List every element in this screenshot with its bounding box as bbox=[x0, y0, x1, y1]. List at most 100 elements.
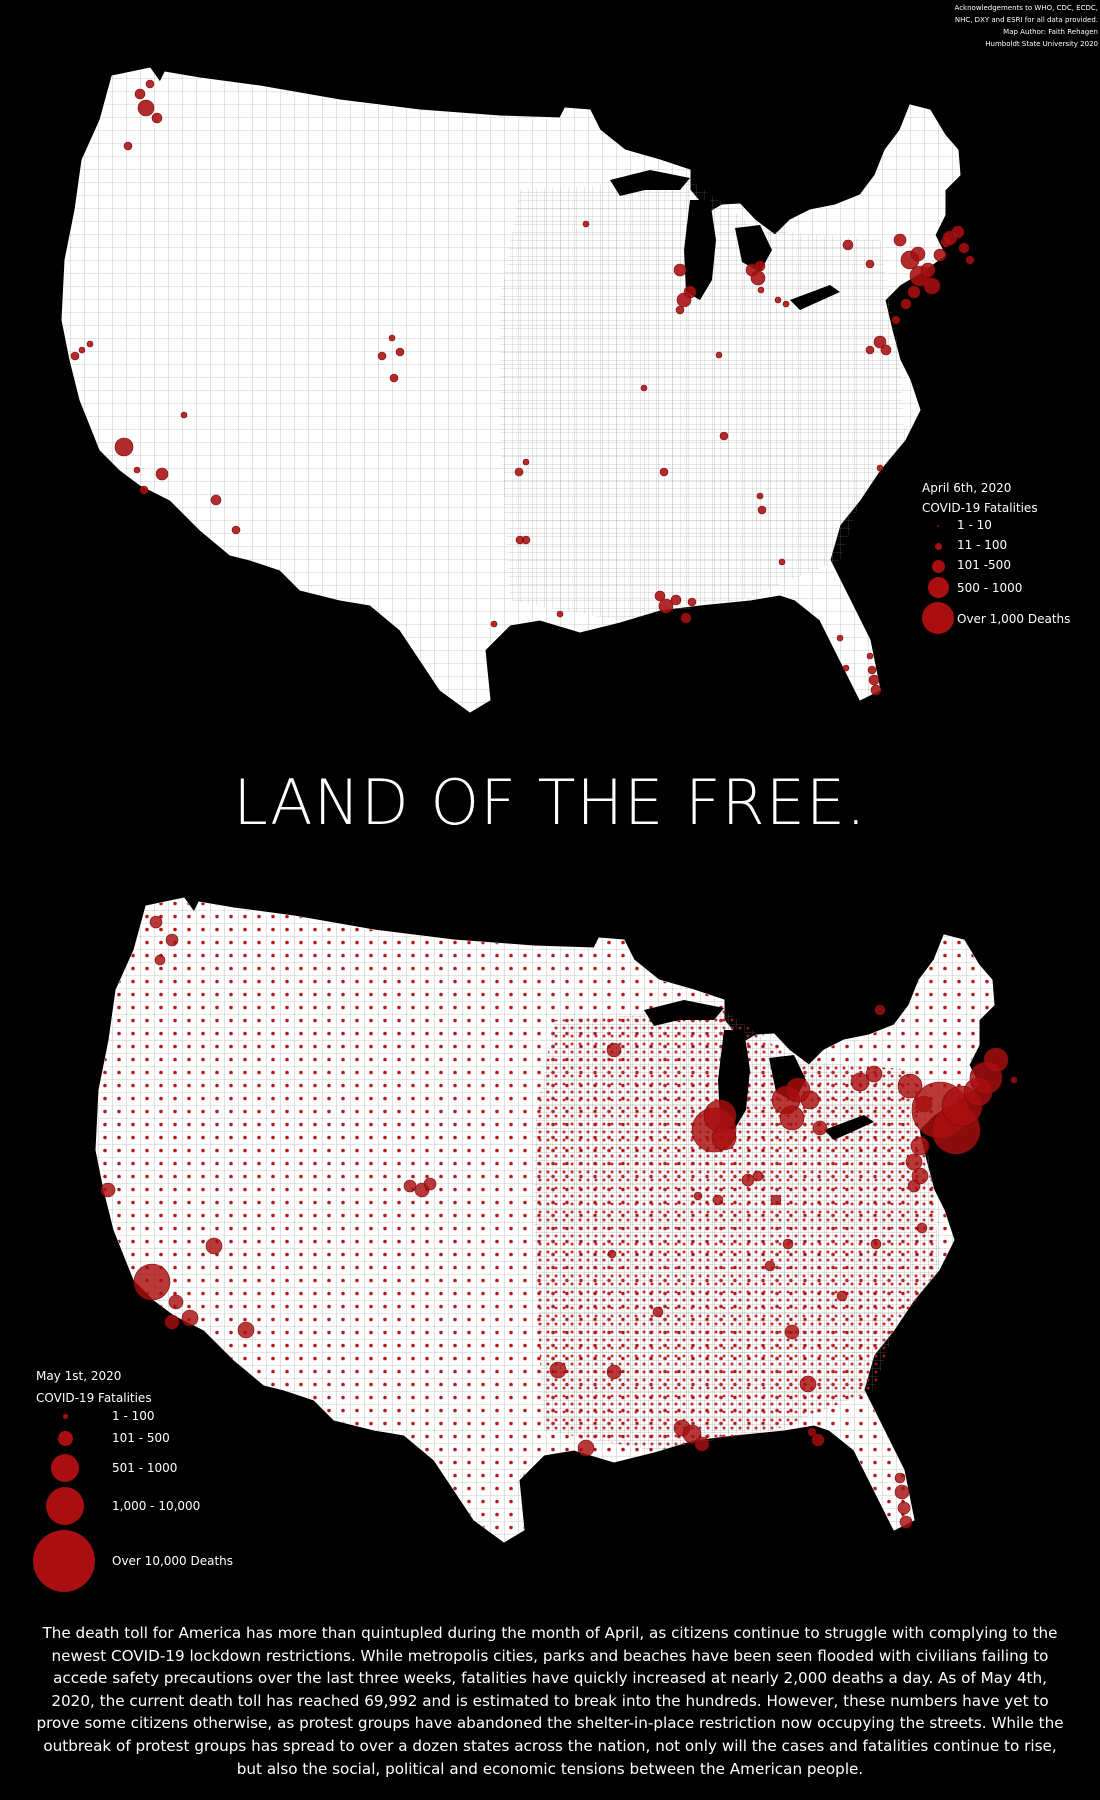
fatality-marker bbox=[133, 1263, 171, 1301]
may-fatality-map bbox=[95, 897, 1018, 1543]
fatality-marker bbox=[800, 1090, 820, 1110]
fatality-marker bbox=[693, 1191, 703, 1201]
fatality-marker bbox=[811, 1433, 825, 1447]
fatality-marker bbox=[133, 466, 141, 474]
legend-marker bbox=[51, 1454, 79, 1482]
fatality-marker bbox=[151, 112, 163, 124]
fatality-marker bbox=[607, 1249, 617, 1259]
legend-label: Over 10,000 Deaths bbox=[112, 1554, 234, 1568]
fatality-marker bbox=[490, 620, 498, 628]
fatality-marker bbox=[395, 347, 405, 357]
fatality-marker bbox=[673, 263, 687, 277]
fatality-marker bbox=[750, 270, 766, 286]
fatality-marker bbox=[764, 1260, 776, 1272]
fatality-marker bbox=[403, 1179, 417, 1193]
fatality-marker bbox=[865, 1065, 883, 1083]
fatality-marker bbox=[514, 467, 524, 477]
fatality-marker bbox=[154, 954, 166, 966]
us-land bbox=[61, 67, 961, 713]
description-paragraph: The death toll for America has more than… bbox=[36, 1624, 1064, 1778]
fatality-marker bbox=[123, 141, 133, 151]
fatality-marker bbox=[658, 598, 674, 614]
legend-title: COVID-19 Fatalities bbox=[922, 501, 1038, 515]
fatality-marker bbox=[900, 298, 912, 310]
fatality-marker bbox=[181, 1309, 199, 1327]
fatality-marker bbox=[139, 485, 149, 495]
fatality-marker bbox=[866, 652, 874, 660]
legend-item: 101 -500 bbox=[922, 556, 1092, 576]
fatality-marker bbox=[907, 1179, 921, 1193]
fatality-marker bbox=[652, 1306, 664, 1318]
april-fatality-map bbox=[61, 67, 975, 713]
credits: Acknowledgements to WHO, CDC, ECDC, NHC,… bbox=[858, 2, 1098, 50]
fatality-marker bbox=[779, 1105, 805, 1131]
legend-label: 11 - 100 bbox=[957, 538, 1008, 552]
fatality-marker bbox=[757, 505, 767, 515]
fatality-marker bbox=[165, 933, 179, 947]
fatality-marker bbox=[812, 1120, 828, 1136]
fatality-marker bbox=[389, 373, 399, 383]
legend-date: April 6th, 2020 bbox=[922, 481, 1012, 495]
fatality-marker bbox=[377, 351, 387, 361]
legend-label: 101 - 500 bbox=[112, 1431, 170, 1445]
fatality-marker bbox=[134, 88, 146, 100]
fatality-marker bbox=[388, 334, 396, 342]
may-fatality-markers bbox=[100, 915, 1018, 1529]
us-land bbox=[95, 897, 995, 1543]
fatality-marker bbox=[149, 915, 163, 929]
legend-label: 1 - 10 bbox=[957, 518, 992, 532]
legend-marker bbox=[932, 560, 945, 573]
fatality-marker bbox=[168, 1294, 184, 1310]
fatality-marker bbox=[897, 1073, 923, 1099]
legend-item: 1 - 100 bbox=[36, 1406, 256, 1428]
fatality-marker bbox=[807, 1427, 817, 1437]
fatality-marker bbox=[951, 225, 965, 239]
fatality-marker bbox=[640, 384, 648, 392]
fatality-marker bbox=[880, 344, 892, 356]
fatality-marker bbox=[920, 262, 936, 278]
legend-marker bbox=[928, 577, 949, 598]
fatality-marker bbox=[231, 525, 241, 535]
fatality-marker bbox=[606, 1364, 622, 1380]
fatality-marker bbox=[757, 286, 765, 294]
legend-item: 101 - 500 bbox=[36, 1428, 256, 1452]
fatality-marker bbox=[983, 1047, 1009, 1073]
fatality-marker bbox=[670, 594, 682, 606]
fatality-marker bbox=[842, 664, 850, 672]
fatality-marker bbox=[1010, 1076, 1018, 1084]
legend-marker bbox=[33, 1530, 95, 1592]
fatality-marker bbox=[155, 467, 169, 481]
fatality-marker bbox=[675, 305, 685, 315]
fatality-marker bbox=[850, 1072, 870, 1092]
fatality-marker bbox=[654, 590, 666, 602]
fatality-marker bbox=[907, 285, 921, 299]
fatality-marker bbox=[582, 220, 590, 228]
fatality-marker bbox=[78, 346, 86, 354]
fatality-marker bbox=[899, 1515, 913, 1529]
fatality-marker bbox=[911, 1167, 929, 1185]
credit-line: Map Author: Faith Rehagen bbox=[1003, 28, 1098, 36]
legend-label: 101 -500 bbox=[957, 558, 1011, 572]
fatality-marker bbox=[799, 1375, 817, 1393]
legend-item: Over 10,000 Deaths bbox=[33, 1528, 256, 1592]
fatality-marker bbox=[873, 335, 887, 349]
fatality-marker bbox=[70, 351, 80, 361]
legend-item: 501 - 1000 bbox=[36, 1452, 256, 1484]
lake-erie bbox=[790, 285, 840, 310]
fatality-marker bbox=[870, 684, 882, 696]
fatality-marker bbox=[682, 1424, 702, 1444]
fatality-marker bbox=[522, 458, 530, 466]
fatality-marker bbox=[836, 634, 844, 642]
legend-item: Over 1,000 Deaths bbox=[922, 600, 1092, 634]
fatality-marker bbox=[842, 239, 854, 251]
legend-marker bbox=[937, 525, 939, 527]
fatality-marker bbox=[894, 1484, 910, 1500]
lake-erie bbox=[824, 1115, 874, 1140]
fatality-marker bbox=[893, 233, 907, 247]
fatality-marker bbox=[836, 1290, 848, 1302]
fatality-marker bbox=[715, 351, 723, 359]
fatality-marker bbox=[752, 1170, 764, 1182]
legend-item: 1 - 10 bbox=[922, 516, 1092, 536]
legend-item: 11 - 100 bbox=[922, 536, 1092, 556]
fatality-marker bbox=[876, 464, 884, 472]
